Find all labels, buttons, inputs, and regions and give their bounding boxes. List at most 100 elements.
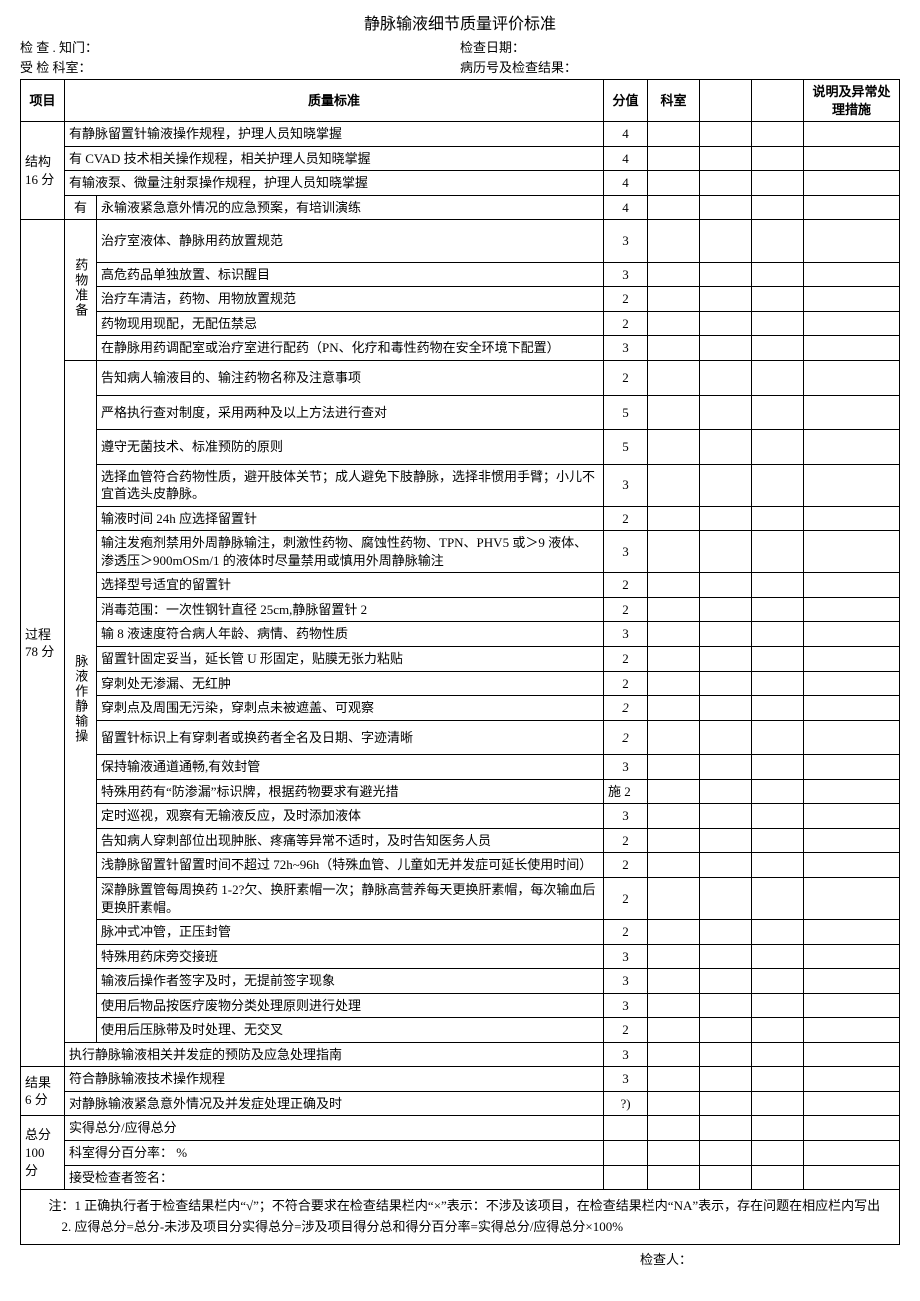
blank-cell[interactable]: [700, 1165, 752, 1190]
note-cell[interactable]: [804, 969, 900, 994]
blank-cell[interactable]: [700, 1140, 752, 1165]
score-cell[interactable]: [604, 1116, 648, 1141]
blank-cell[interactable]: [752, 622, 804, 647]
dept-cell[interactable]: [648, 171, 700, 196]
blank-cell[interactable]: [752, 671, 804, 696]
blank-cell[interactable]: [752, 573, 804, 598]
score-cell[interactable]: [604, 1165, 648, 1190]
blank-cell[interactable]: [700, 171, 752, 196]
blank-cell[interactable]: [700, 1042, 752, 1067]
blank-cell[interactable]: [700, 195, 752, 220]
note-cell[interactable]: [804, 877, 900, 919]
dept-cell[interactable]: [648, 311, 700, 336]
blank-cell[interactable]: [752, 944, 804, 969]
blank-cell[interactable]: [752, 696, 804, 721]
dept-cell[interactable]: [648, 122, 700, 147]
note-cell[interactable]: [804, 1140, 900, 1165]
score-cell[interactable]: [604, 1140, 648, 1165]
blank-cell[interactable]: [752, 597, 804, 622]
note-cell[interactable]: [804, 1091, 900, 1116]
dept-cell[interactable]: [648, 647, 700, 672]
blank-cell[interactable]: [752, 464, 804, 506]
blank-cell[interactable]: [752, 122, 804, 147]
note-cell[interactable]: [804, 122, 900, 147]
dept-cell[interactable]: [648, 696, 700, 721]
dept-cell[interactable]: [648, 853, 700, 878]
dept-cell[interactable]: [648, 1116, 700, 1141]
blank-cell[interactable]: [752, 877, 804, 919]
dept-cell[interactable]: [648, 506, 700, 531]
dept-cell[interactable]: [648, 944, 700, 969]
blank-cell[interactable]: [752, 1091, 804, 1116]
blank-cell[interactable]: [700, 464, 752, 506]
dept-cell[interactable]: [648, 920, 700, 945]
note-cell[interactable]: [804, 1042, 900, 1067]
dept-cell[interactable]: [648, 464, 700, 506]
blank-cell[interactable]: [700, 311, 752, 336]
blank-cell[interactable]: [700, 506, 752, 531]
blank-cell[interactable]: [700, 828, 752, 853]
blank-cell[interactable]: [752, 779, 804, 804]
note-cell[interactable]: [804, 720, 900, 755]
blank-cell[interactable]: [752, 430, 804, 465]
blank-cell[interactable]: [700, 755, 752, 780]
blank-cell[interactable]: [752, 804, 804, 829]
note-cell[interactable]: [804, 1165, 900, 1190]
note-cell[interactable]: [804, 828, 900, 853]
blank-cell[interactable]: [700, 430, 752, 465]
dept-cell[interactable]: [648, 146, 700, 171]
dept-cell[interactable]: [648, 828, 700, 853]
note-cell[interactable]: [804, 430, 900, 465]
dept-cell[interactable]: [648, 1165, 700, 1190]
note-cell[interactable]: [804, 506, 900, 531]
note-cell[interactable]: [804, 395, 900, 430]
blank-cell[interactable]: [752, 287, 804, 312]
note-cell[interactable]: [804, 146, 900, 171]
blank-cell[interactable]: [700, 1018, 752, 1043]
blank-cell[interactable]: [700, 1116, 752, 1141]
blank-cell[interactable]: [700, 1067, 752, 1092]
blank-cell[interactable]: [700, 696, 752, 721]
blank-cell[interactable]: [700, 336, 752, 361]
note-cell[interactable]: [804, 671, 900, 696]
blank-cell[interactable]: [752, 195, 804, 220]
dept-cell[interactable]: [648, 779, 700, 804]
blank-cell[interactable]: [700, 622, 752, 647]
blank-cell[interactable]: [752, 1067, 804, 1092]
blank-cell[interactable]: [752, 993, 804, 1018]
dept-cell[interactable]: [648, 531, 700, 573]
blank-cell[interactable]: [700, 969, 752, 994]
dept-cell[interactable]: [648, 969, 700, 994]
note-cell[interactable]: [804, 311, 900, 336]
note-cell[interactable]: [804, 920, 900, 945]
dept-cell[interactable]: [648, 573, 700, 598]
dept-cell[interactable]: [648, 1042, 700, 1067]
dept-cell[interactable]: [648, 1018, 700, 1043]
dept-cell[interactable]: [648, 622, 700, 647]
blank-cell[interactable]: [700, 146, 752, 171]
blank-cell[interactable]: [700, 122, 752, 147]
note-cell[interactable]: [804, 573, 900, 598]
blank-cell[interactable]: [752, 720, 804, 755]
note-cell[interactable]: [804, 1116, 900, 1141]
note-cell[interactable]: [804, 944, 900, 969]
dept-cell[interactable]: [648, 1140, 700, 1165]
blank-cell[interactable]: [752, 311, 804, 336]
blank-cell[interactable]: [752, 361, 804, 396]
blank-cell[interactable]: [752, 531, 804, 573]
blank-cell[interactable]: [752, 920, 804, 945]
blank-cell[interactable]: [700, 944, 752, 969]
note-cell[interactable]: [804, 262, 900, 287]
blank-cell[interactable]: [700, 779, 752, 804]
blank-cell[interactable]: [700, 531, 752, 573]
blank-cell[interactable]: [700, 1091, 752, 1116]
blank-cell[interactable]: [700, 220, 752, 263]
dept-cell[interactable]: [648, 671, 700, 696]
blank-cell[interactable]: [752, 755, 804, 780]
note-cell[interactable]: [804, 804, 900, 829]
blank-cell[interactable]: [700, 647, 752, 672]
blank-cell[interactable]: [752, 336, 804, 361]
dept-cell[interactable]: [648, 395, 700, 430]
blank-cell[interactable]: [752, 395, 804, 430]
blank-cell[interactable]: [752, 262, 804, 287]
